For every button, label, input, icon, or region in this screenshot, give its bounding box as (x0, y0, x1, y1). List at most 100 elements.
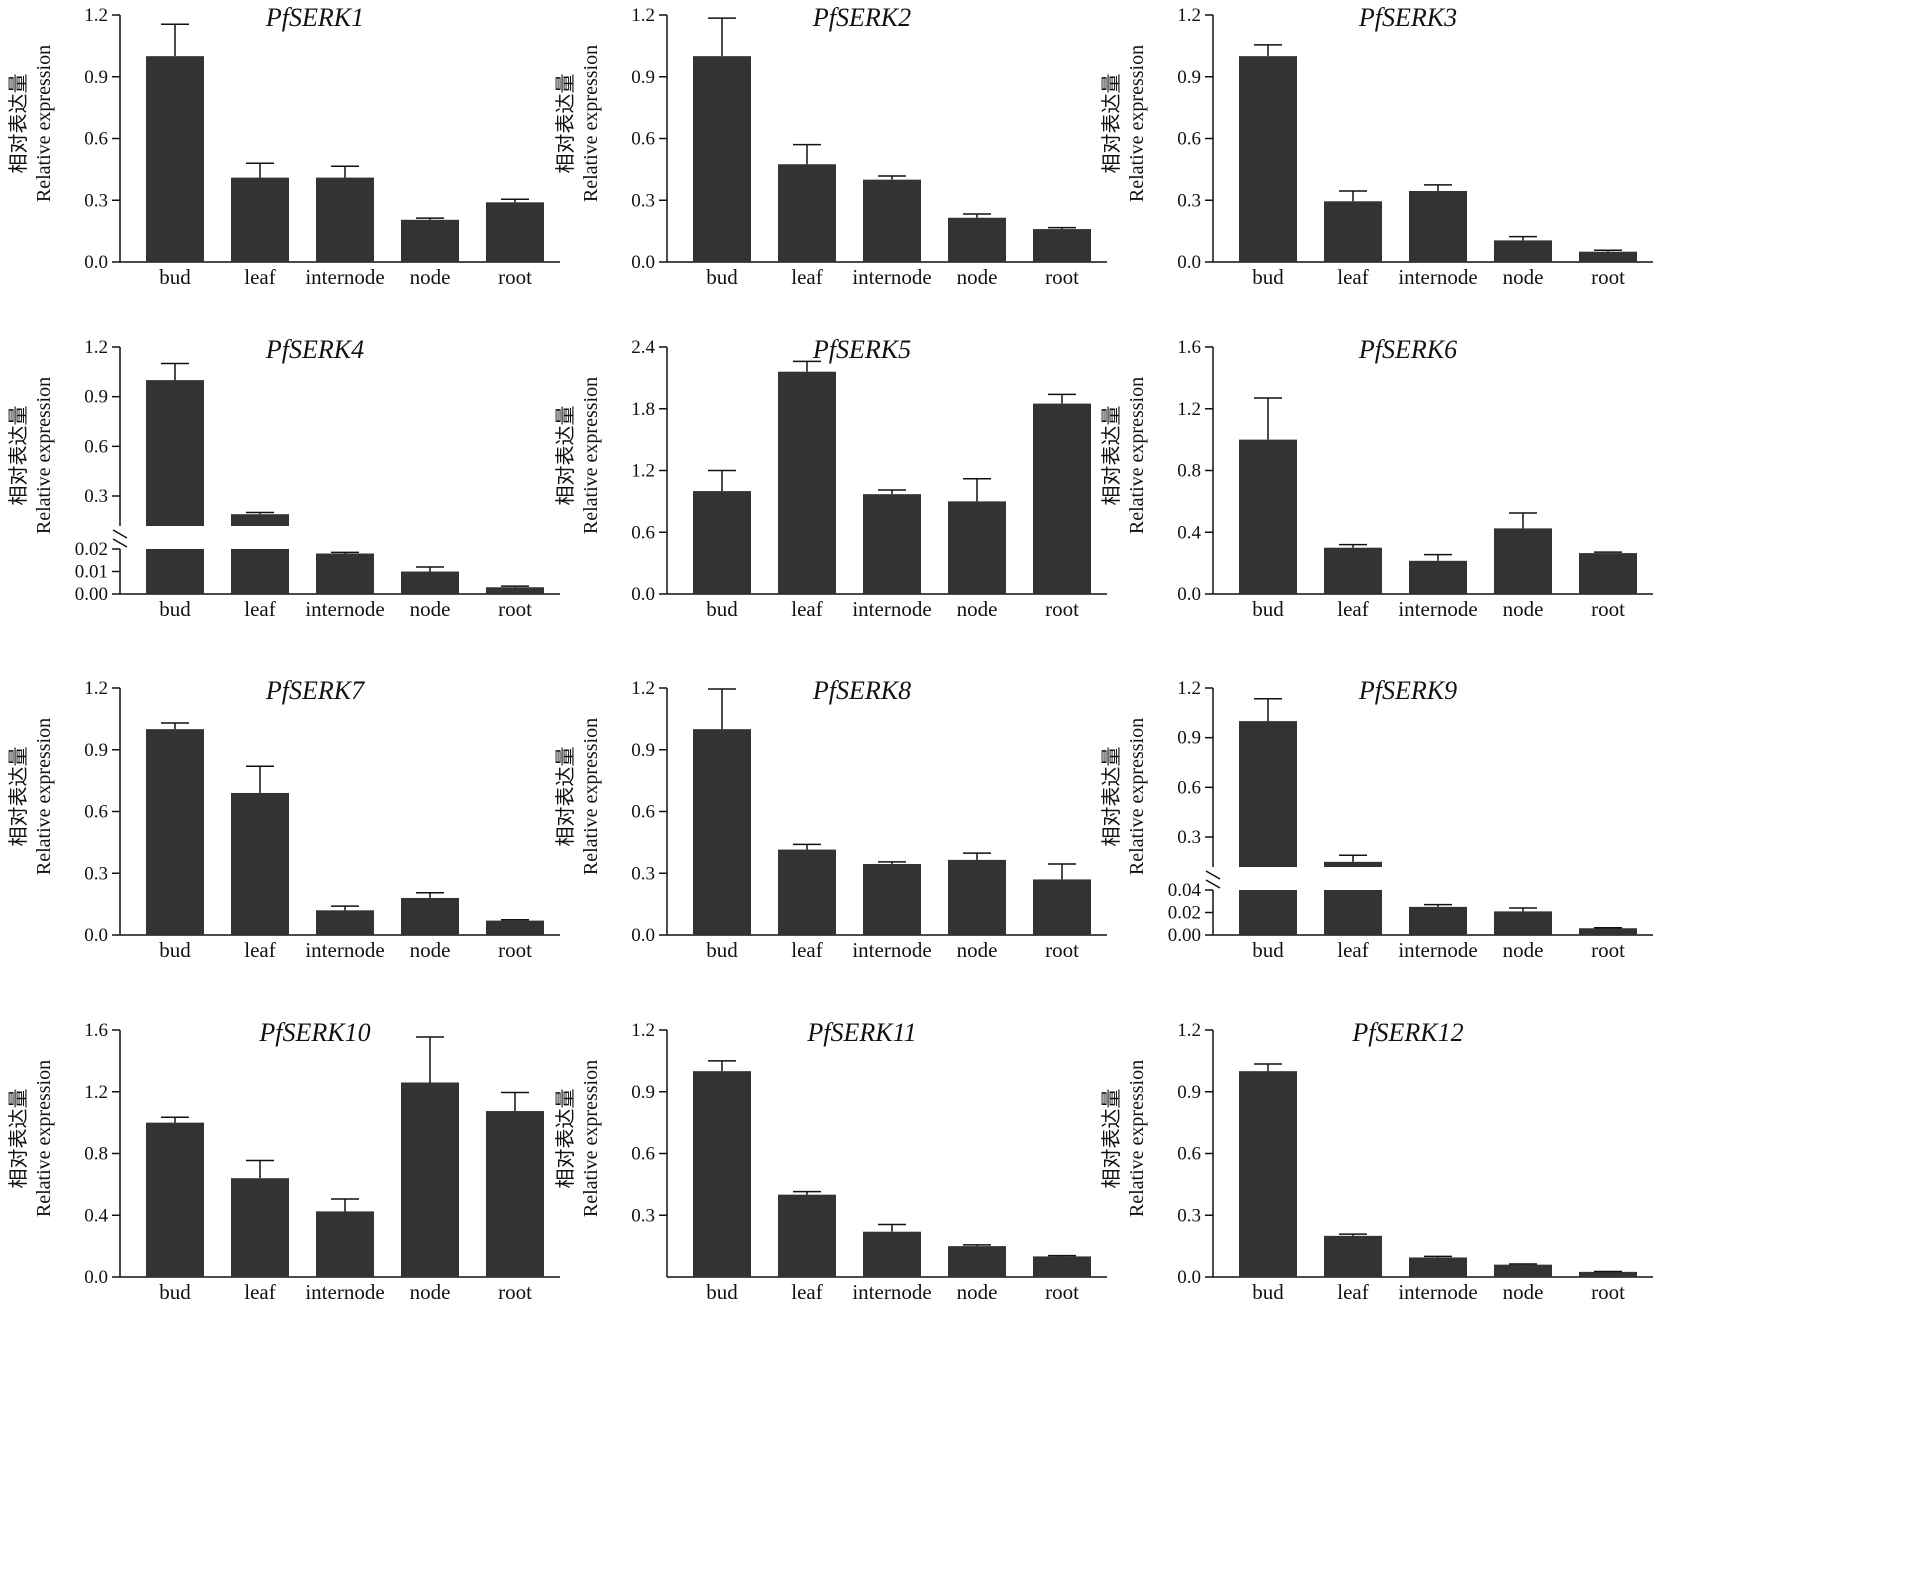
y-tick-label: 0.9 (84, 67, 108, 88)
x-tick-label-root: root (1591, 597, 1625, 621)
y-axis-label-en: Relative expression (1126, 718, 1148, 875)
bar-bud (1239, 56, 1297, 262)
y-axis-label-cn: 相对表达量 (7, 1089, 30, 1189)
y-tick-label: 1.2 (84, 5, 108, 26)
y-tick-label: 0.6 (84, 129, 108, 150)
x-tick-label-leaf: leaf (791, 938, 822, 962)
x-tick-label-bud: bud (706, 597, 738, 621)
bar-internode (316, 553, 374, 594)
bar-internode (316, 177, 374, 262)
y-tick-label: 0.9 (1177, 1082, 1201, 1103)
x-tick-label-internode: internode (305, 938, 384, 962)
x-tick-label-leaf: leaf (244, 938, 275, 962)
y-tick-label: 0.6 (1177, 777, 1201, 798)
bar-node (401, 897, 459, 935)
y-tick-label: 1.6 (1177, 337, 1201, 358)
y-tick-label: 0.00 (1168, 925, 1201, 946)
x-tick-label-internode: internode (852, 938, 931, 962)
bar-bud (146, 729, 204, 935)
x-tick-label-node: node (410, 938, 451, 962)
bar-internode (863, 179, 921, 262)
bar-node (401, 1082, 459, 1277)
axis-break-mark (1205, 879, 1221, 889)
y-tick-label: 0.3 (1177, 827, 1201, 848)
x-tick-label-root: root (1591, 938, 1625, 962)
x-tick-label-node: node (957, 1280, 998, 1304)
y-axis-label-en: Relative expression (33, 377, 55, 534)
bar-root (1033, 879, 1091, 935)
y-tick-label: 1.2 (631, 678, 655, 699)
y-tick-label: 1.8 (631, 399, 655, 420)
bar-internode (1409, 560, 1467, 594)
y-tick-label: 1.2 (1177, 1020, 1201, 1041)
bar-leaf (1324, 201, 1382, 262)
y-axis-label-en: Relative expression (580, 718, 602, 875)
y-tick-label: 1.2 (631, 461, 655, 482)
y-axis-label-en: Relative expression (1126, 1060, 1148, 1217)
y-tick-label: 0.3 (631, 1205, 655, 1226)
y-tick-label: 0.9 (1177, 728, 1201, 749)
y-axis-label-en: Relative expression (1126, 377, 1148, 534)
bar-root (486, 1111, 544, 1277)
bar-bud (693, 1071, 751, 1277)
y-tick-label: 1.2 (1177, 5, 1201, 26)
y-tick-label: 2.4 (631, 337, 655, 358)
y-axis-label-en: Relative expression (580, 45, 602, 202)
x-tick-label-bud: bud (706, 265, 738, 289)
y-axis-label-en: Relative expression (1126, 45, 1148, 202)
bar-leaf (231, 792, 289, 935)
bar-bud-upper (146, 380, 204, 526)
bar-internode (863, 1231, 921, 1277)
bar-root (1579, 1271, 1637, 1277)
y-tick-label: 0.6 (631, 129, 655, 150)
bar-node (401, 219, 459, 262)
bar-leaf (231, 177, 289, 262)
x-tick-label-leaf: leaf (791, 597, 822, 621)
bar-root (486, 920, 544, 935)
chart-title-1: PfSERK1 (265, 3, 364, 32)
chart-title-7: PfSERK7 (265, 676, 365, 705)
x-tick-label-node: node (957, 265, 998, 289)
x-tick-label-bud: bud (159, 265, 191, 289)
x-tick-label-bud: bud (1252, 265, 1284, 289)
x-tick-label-root: root (498, 938, 532, 962)
chart-title-12: PfSERK12 (1351, 1018, 1463, 1047)
bar-bud (1239, 1071, 1297, 1277)
y-tick-label: 0.02 (1168, 903, 1201, 924)
bar-root (486, 202, 544, 262)
y-tick-label: 0.00 (75, 584, 108, 605)
x-tick-label-leaf: leaf (244, 597, 275, 621)
y-tick-label: 0.6 (631, 802, 655, 823)
y-tick-label: 1.2 (631, 5, 655, 26)
bar-leaf-upper (1324, 861, 1382, 867)
x-tick-label-node: node (957, 597, 998, 621)
bar-node (1494, 528, 1552, 594)
bar-bud (693, 491, 751, 594)
x-tick-label-root: root (498, 597, 532, 621)
x-tick-label-root: root (1045, 1280, 1079, 1304)
y-tick-label: 0.3 (1177, 190, 1201, 211)
bar-node (1494, 911, 1552, 935)
bar-internode (1409, 190, 1467, 262)
bar-bud-upper (1239, 721, 1297, 867)
bar-leaf (1324, 547, 1382, 594)
bar-leaf (231, 1178, 289, 1277)
x-tick-label-leaf: leaf (244, 1280, 275, 1304)
y-tick-label: 0.0 (631, 252, 655, 273)
x-tick-label-bud: bud (159, 938, 191, 962)
axis-break-mark (1205, 870, 1221, 880)
x-tick-label-internode: internode (1398, 265, 1477, 289)
y-tick-label: 0.8 (84, 1144, 108, 1165)
bar-internode (1409, 906, 1467, 935)
y-tick-label: 0.6 (631, 522, 655, 543)
x-tick-label-root: root (1045, 265, 1079, 289)
bar-node (1494, 240, 1552, 262)
y-tick-label: 0.3 (84, 486, 108, 507)
bar-root (1579, 928, 1637, 935)
x-tick-label-leaf: leaf (1337, 597, 1368, 621)
bar-root (1033, 229, 1091, 262)
y-axis-label-cn: 相对表达量 (7, 747, 30, 847)
x-tick-label-node: node (410, 597, 451, 621)
x-tick-label-leaf: leaf (244, 265, 275, 289)
